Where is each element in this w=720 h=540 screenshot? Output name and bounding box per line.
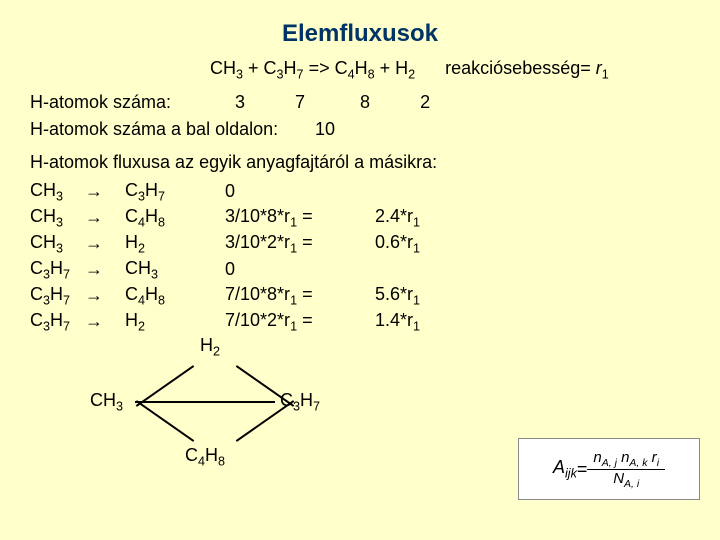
flux-row: C3H7→CH30	[30, 257, 690, 283]
h-atom-left-label: H-atomok száma a bal oldalon:	[30, 119, 310, 140]
flux-row: CH3→C4H83/10*8*r1 =2.4*r1	[30, 205, 690, 231]
reaction-equation-row: CH3 + C3H7 => C4H8 + H2 reakciósebesség=…	[210, 58, 690, 82]
node-ch3: CH3	[90, 390, 123, 414]
page-title: Elemfluxusok	[30, 20, 690, 48]
h-atom-count-label: H-atomok száma:	[30, 92, 230, 113]
h-atom-left-row: H-atomok száma a bal oldalon: 10	[30, 119, 690, 140]
h-atom-left-value: 10	[315, 119, 335, 139]
h-atom-count-row: H-atomok száma: 3 7 8 2	[30, 92, 690, 113]
flux-row: C3H7→C4H87/10*8*r1 =5.6*r1	[30, 283, 690, 309]
node-c4h8: C4H8	[185, 445, 225, 469]
flux-row: CH3→H23/10*2*r1 =0.6*r1	[30, 231, 690, 257]
flux-table: CH3→C3H70CH3→C4H83/10*8*r1 =2.4*r1CH3→H2…	[30, 179, 690, 335]
rate-label: reakciósebesség= r1	[445, 58, 609, 82]
edge	[135, 401, 275, 403]
h-atom-counts: 3 7 8 2	[235, 92, 450, 113]
flux-header: H-atomok fluxusa az egyik anyagfajtáról …	[30, 152, 690, 173]
flux-row: CH3→C3H70	[30, 179, 690, 205]
species-diagram: H2 CH3 C3H7 C4H8	[80, 335, 340, 475]
edge	[236, 400, 294, 442]
edge	[136, 400, 194, 442]
node-h2: H2	[200, 335, 220, 359]
formula-box: Aijk = nA, j nA, k ri NA, i	[518, 438, 700, 500]
reaction-equation: CH3 + C3H7 => C4H8 + H2	[210, 58, 415, 82]
flux-row: C3H7→H27/10*2*r1 =1.4*r1	[30, 309, 690, 335]
